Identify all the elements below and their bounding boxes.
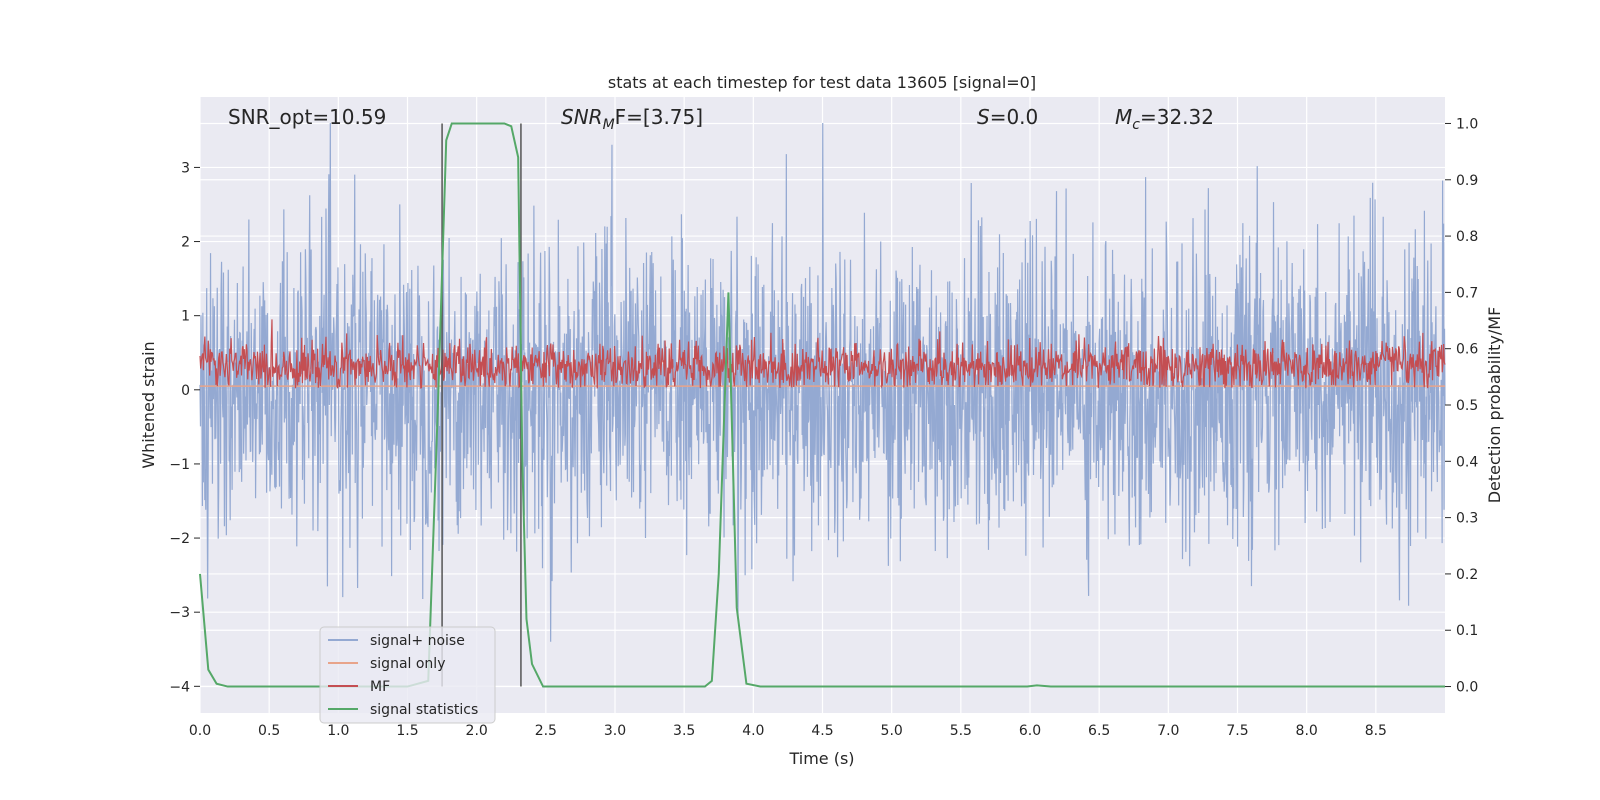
snr-mf-subscript: M [603,117,615,133]
legend-label-signal-statistics: signal statistics [370,702,478,718]
x-axis-label: Time (s) [788,749,854,768]
right-y-tick-label: 0.8 [1456,229,1478,245]
left-y-axis-label: Whitened strain [139,341,158,468]
left-y-tick-label: 1 [181,309,190,325]
snr-opt-annotation: SNR_opt=10.59 [228,105,386,129]
mf-series [199,319,1446,389]
x-axis-ticks: 0.0 0.5 1.0 1.5 2.0 2.5 3.0 3.5 4.0 4.5 5.0 5.5 6.0 6… [189,723,1387,739]
x-tick-label: 0.5 [258,723,280,739]
x-tick-label: 6.5 [1088,723,1110,739]
x-tick-label: 8.0 [1296,723,1318,739]
mf-line [199,319,1446,389]
x-tick-label: 2.5 [535,723,557,739]
x-tick-label: 5.0 [881,723,903,739]
x-tick-label: 3.0 [604,723,626,739]
snr-mf-value: F=[3.75] [615,105,703,129]
x-tick-label: 1.5 [396,723,418,739]
right-y-tick-label: 0.1 [1456,623,1478,639]
x-tick-label: 7.5 [1226,723,1248,739]
s-annotation: S=0.0 [977,105,1038,129]
snr-mf-symbol: SNR [561,105,603,129]
mc-subscript: c [1132,117,1140,133]
right-y-tick-label: 0.5 [1456,398,1478,414]
x-tick-label: 4.0 [742,723,764,739]
legend: signal+ noise signal only MF signal stat… [319,626,496,724]
left-y-tick-label: −2 [169,531,190,547]
x-tick-label: 0.0 [189,723,211,739]
x-tick-label: 6.0 [1019,723,1041,739]
left-y-tick-label: 0 [181,383,190,399]
right-y-tick-label: 0.7 [1456,285,1478,301]
right-y-tick-label: 0.3 [1456,511,1478,527]
legend-label-signal-only: signal only [370,656,445,672]
legend-label-mf: MF [370,679,390,695]
legend-label-signal-noise: signal+ noise [370,633,465,649]
right-y-tick-label: 0.0 [1456,680,1478,696]
mc-symbol: M [1115,105,1132,129]
x-tick-label: 7.0 [1157,723,1179,739]
x-tick-label: 4.5 [811,723,833,739]
right-y-axis-ticks: 1.0 0.9 0.8 0.7 0.6 0.5 0.4 0.3 0.2 0.1 0.0 [1445,116,1478,696]
left-y-axis-ticks: 3 2 1 0 −1 −2 −3 −4 [169,160,200,695]
left-y-tick-label: −1 [169,457,190,473]
s-value: =0.0 [990,105,1039,129]
left-y-tick-label: −3 [169,605,190,621]
x-tick-label: 8.5 [1365,723,1387,739]
right-y-tick-label: 0.2 [1456,567,1478,583]
x-tick-label: 2.0 [466,723,488,739]
right-y-tick-label: 1.0 [1456,116,1478,132]
x-tick-label: 5.5 [950,723,972,739]
left-y-tick-label: −4 [169,679,190,695]
snr-mf-annotation: SNRMF=[3.75] [561,105,703,133]
x-tick-label: 1.0 [327,723,349,739]
x-tick-label: 3.5 [673,723,695,739]
right-y-tick-label: 0.4 [1456,454,1478,470]
mc-annotation: Mc=32.32 [1115,105,1214,133]
right-y-axis-label: Detection probability/MF [1485,307,1504,504]
left-y-tick-label: 2 [181,235,190,251]
mc-value: =32.32 [1140,105,1214,129]
right-y-tick-label: 0.6 [1456,342,1478,358]
right-y-tick-label: 0.9 [1456,173,1478,189]
chart-title: stats at each timestep for test data 136… [608,73,1036,92]
s-symbol: S [977,105,990,129]
left-y-tick-label: 3 [181,160,190,176]
legend-box [319,626,496,724]
